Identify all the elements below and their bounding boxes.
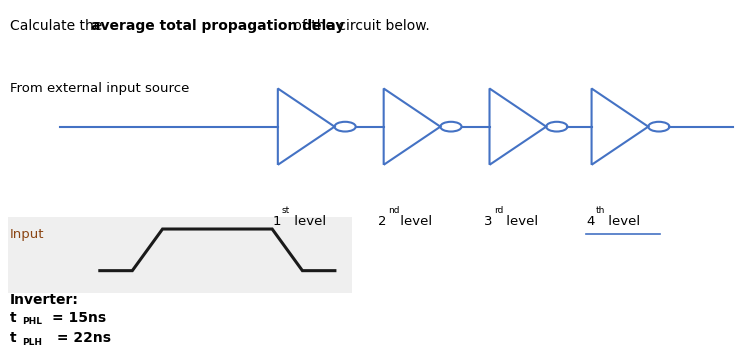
- Text: level: level: [290, 215, 327, 228]
- Text: 3: 3: [484, 215, 492, 228]
- Text: t: t: [10, 311, 17, 324]
- Text: level: level: [604, 215, 640, 228]
- Text: From external input source: From external input source: [10, 82, 189, 95]
- Text: average total propagation delay: average total propagation delay: [91, 19, 344, 33]
- Text: = 22ns: = 22ns: [52, 331, 111, 345]
- Text: Input: Input: [10, 228, 45, 241]
- Text: 2: 2: [378, 215, 386, 228]
- Text: level: level: [396, 215, 432, 228]
- Text: PHL: PHL: [22, 317, 42, 326]
- Text: 1: 1: [272, 215, 280, 228]
- Text: 4: 4: [586, 215, 594, 228]
- Text: t: t: [10, 331, 17, 345]
- Text: PLH: PLH: [22, 338, 42, 347]
- Text: st: st: [282, 206, 290, 215]
- Bar: [8, 217, 352, 293]
- Text: nd: nd: [388, 206, 399, 215]
- Text: = 15ns: = 15ns: [52, 311, 107, 324]
- Text: th: th: [596, 206, 605, 215]
- Text: level: level: [502, 215, 538, 228]
- Text: Calculate the: Calculate the: [10, 19, 107, 33]
- Text: rd: rd: [494, 206, 503, 215]
- Text: of the circuit below.: of the circuit below.: [289, 19, 429, 33]
- Text: Inverter:: Inverter:: [10, 293, 79, 307]
